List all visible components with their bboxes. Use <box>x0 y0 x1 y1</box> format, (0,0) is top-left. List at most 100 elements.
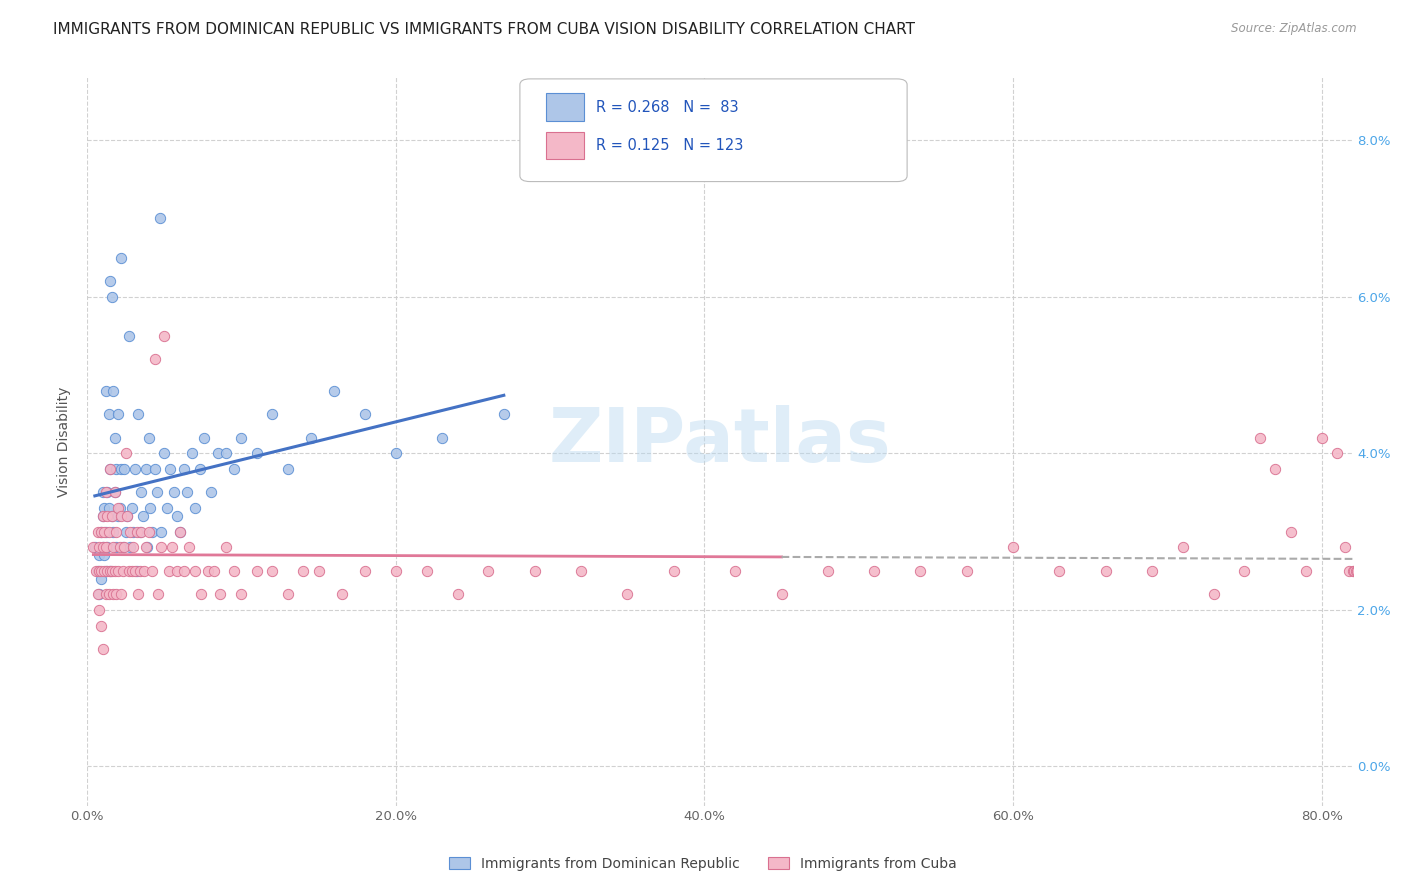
Point <box>956 564 979 578</box>
Point <box>136 540 159 554</box>
Point <box>143 462 166 476</box>
Point <box>90 524 112 539</box>
Point <box>202 564 225 578</box>
Point <box>101 564 124 578</box>
Point <box>1264 462 1286 476</box>
Point <box>523 564 546 578</box>
Point <box>94 564 117 578</box>
Point <box>1140 564 1163 578</box>
Point <box>149 211 172 226</box>
Point <box>1344 564 1367 578</box>
Point <box>94 587 117 601</box>
Point <box>87 564 110 578</box>
Point <box>863 564 886 578</box>
Point <box>184 564 207 578</box>
Point <box>135 462 157 476</box>
Point <box>118 328 141 343</box>
Point <box>910 564 932 578</box>
Point <box>354 407 377 421</box>
Point <box>1279 524 1302 539</box>
Text: Source: ZipAtlas.com: Source: ZipAtlas.com <box>1232 22 1357 36</box>
Point <box>107 407 129 421</box>
Point <box>117 508 139 523</box>
Point <box>135 540 157 554</box>
Point <box>98 564 121 578</box>
Point <box>101 508 124 523</box>
Point <box>124 462 146 476</box>
Point <box>176 485 198 500</box>
Point <box>190 587 212 601</box>
Point <box>569 564 592 578</box>
Point <box>98 274 121 288</box>
Point <box>120 540 142 554</box>
Point <box>90 618 112 632</box>
Point <box>215 446 238 460</box>
Point <box>114 524 136 539</box>
Point <box>150 540 173 554</box>
Text: R = 0.125   N = 123: R = 0.125 N = 123 <box>596 138 744 153</box>
Point <box>1233 564 1256 578</box>
Point <box>89 548 111 562</box>
Point <box>86 564 108 578</box>
Point <box>96 540 118 554</box>
Point <box>105 540 128 554</box>
Point <box>262 407 284 421</box>
Point <box>141 564 163 578</box>
Point <box>277 587 299 601</box>
Point <box>104 485 127 500</box>
Point <box>299 431 322 445</box>
Point <box>173 462 195 476</box>
Point <box>94 524 117 539</box>
Point <box>277 462 299 476</box>
Point <box>1362 564 1385 578</box>
Point <box>1357 564 1379 578</box>
Point <box>231 587 253 601</box>
Point <box>1326 446 1348 460</box>
Point <box>97 407 120 421</box>
Point <box>87 587 110 601</box>
Point <box>207 446 229 460</box>
Point <box>122 524 145 539</box>
Point <box>89 603 111 617</box>
Point <box>1202 587 1225 601</box>
Point <box>616 587 638 601</box>
Point <box>128 564 150 578</box>
Point <box>112 462 135 476</box>
Point <box>114 446 136 460</box>
Point <box>188 462 211 476</box>
Point <box>143 352 166 367</box>
Point <box>145 485 167 500</box>
Point <box>246 446 269 460</box>
Point <box>308 564 330 578</box>
Point <box>1372 564 1395 578</box>
Point <box>156 501 179 516</box>
Point <box>1351 564 1374 578</box>
Point <box>129 524 152 539</box>
Point <box>430 431 453 445</box>
Point <box>262 564 284 578</box>
Point <box>160 540 183 554</box>
Point <box>91 540 114 554</box>
Point <box>107 564 129 578</box>
Point <box>1346 564 1368 578</box>
Point <box>1355 564 1378 578</box>
Legend: Immigrants from Dominican Republic, Immigrants from Cuba: Immigrants from Dominican Republic, Immi… <box>444 851 962 876</box>
Point <box>96 508 118 523</box>
Point <box>101 290 124 304</box>
Point <box>1358 564 1381 578</box>
Point <box>105 587 128 601</box>
Point <box>1347 564 1369 578</box>
Point <box>94 384 117 398</box>
Point <box>98 462 121 476</box>
Point <box>1375 564 1398 578</box>
Point <box>1339 564 1361 578</box>
Y-axis label: Vision Disability: Vision Disability <box>58 386 72 497</box>
Point <box>1361 564 1384 578</box>
Point <box>94 540 117 554</box>
Point <box>138 524 160 539</box>
Point <box>1310 431 1333 445</box>
Point <box>87 524 110 539</box>
Point <box>112 540 135 554</box>
Text: R = 0.268   N =  83: R = 0.268 N = 83 <box>596 100 738 115</box>
Point <box>111 540 134 554</box>
